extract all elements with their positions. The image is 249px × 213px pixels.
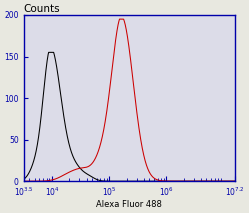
Text: Counts: Counts <box>23 4 60 14</box>
X-axis label: Alexa Fluor 488: Alexa Fluor 488 <box>96 200 162 209</box>
